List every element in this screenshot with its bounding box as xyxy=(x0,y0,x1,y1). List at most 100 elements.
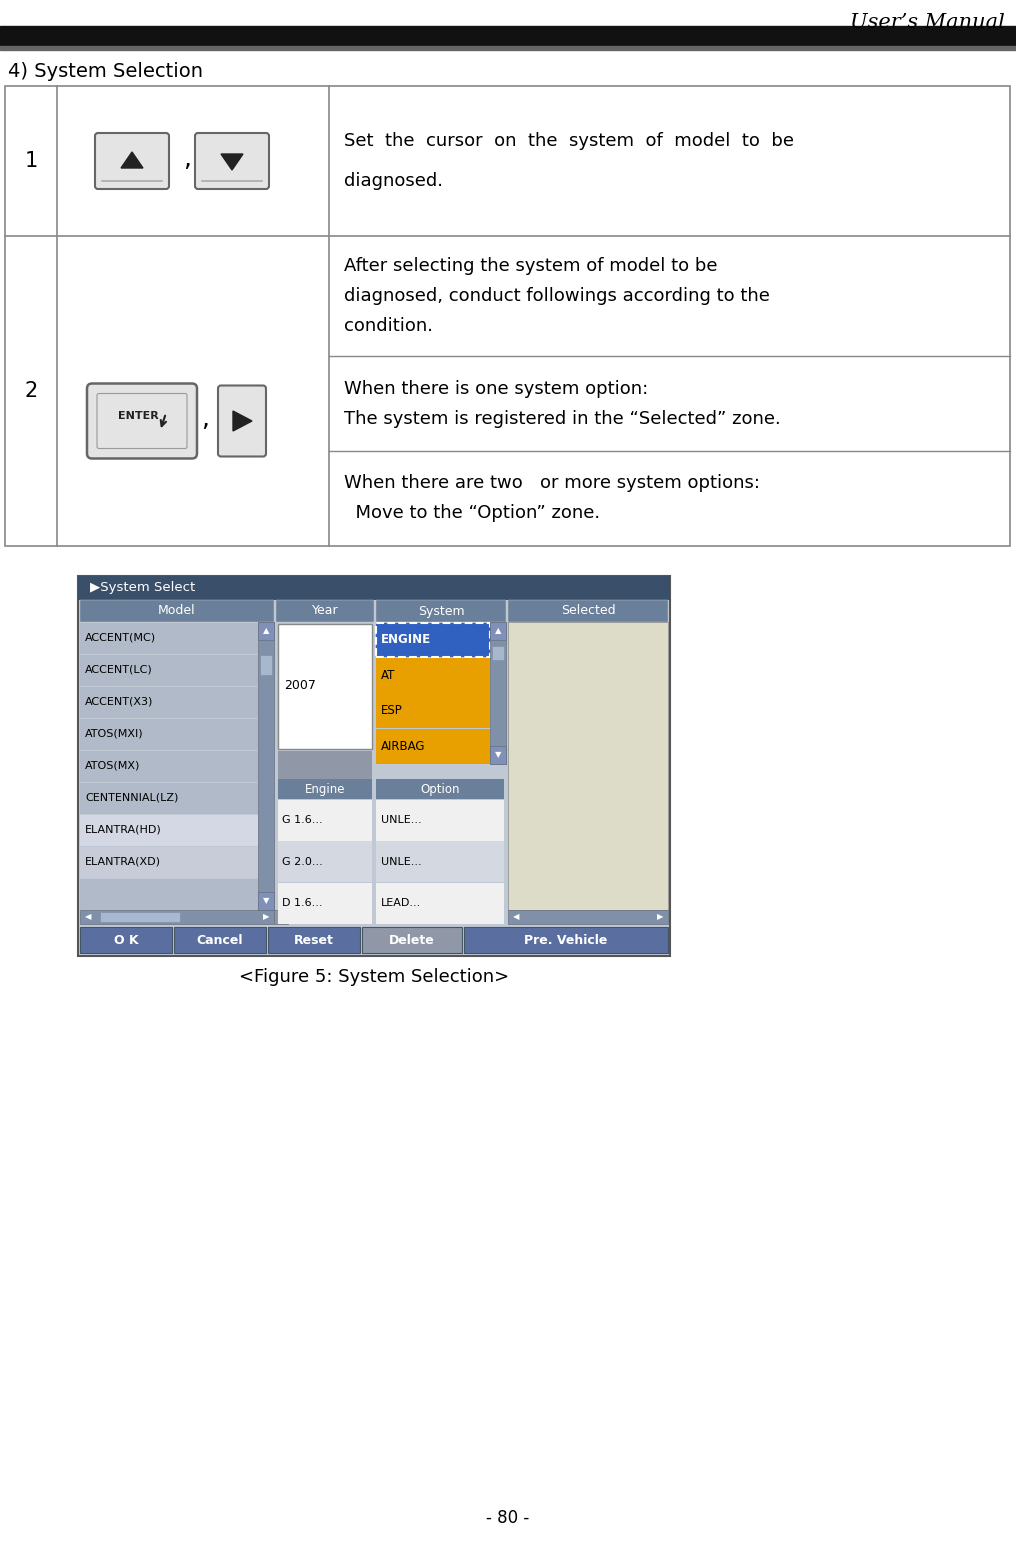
Text: 4) System Selection: 4) System Selection xyxy=(8,62,203,80)
Bar xyxy=(492,646,504,660)
Bar xyxy=(0,26,1016,46)
Text: ◀: ◀ xyxy=(513,912,519,921)
Bar xyxy=(508,600,668,621)
Text: ▼: ▼ xyxy=(495,750,501,759)
FancyBboxPatch shape xyxy=(195,133,269,189)
Polygon shape xyxy=(121,152,143,169)
Bar xyxy=(376,730,490,764)
Text: D 1.6...: D 1.6... xyxy=(282,898,322,908)
Bar xyxy=(80,878,258,911)
Text: G 2.0...: G 2.0... xyxy=(282,856,323,866)
FancyBboxPatch shape xyxy=(96,133,169,189)
Bar xyxy=(80,750,258,782)
Text: ACCENT(MC): ACCENT(MC) xyxy=(85,632,156,643)
Bar xyxy=(258,621,274,911)
Text: AIRBAG: AIRBAG xyxy=(381,739,426,753)
Text: ELANTRA(XD): ELANTRA(XD) xyxy=(85,856,161,867)
Text: ▲: ▲ xyxy=(495,626,501,635)
Bar xyxy=(376,799,504,841)
Text: Set  the  cursor  on  the  system  of  model  to  be: Set the cursor on the system of model to… xyxy=(344,131,793,150)
Text: ▼: ▼ xyxy=(263,897,269,906)
Bar xyxy=(80,911,274,925)
Bar xyxy=(268,928,360,952)
Bar xyxy=(278,751,372,779)
Text: diagnosed.: diagnosed. xyxy=(344,172,443,190)
Text: ◀: ◀ xyxy=(84,912,91,921)
Text: AT: AT xyxy=(381,669,395,682)
Bar xyxy=(80,928,172,952)
Text: 1: 1 xyxy=(24,152,38,172)
Bar xyxy=(0,46,1016,49)
Text: ESP: ESP xyxy=(381,705,402,717)
Bar xyxy=(260,656,272,676)
Bar xyxy=(376,694,490,728)
Text: UNLE...: UNLE... xyxy=(381,815,422,826)
Bar xyxy=(490,745,506,764)
Text: Move to the “Option” zone.: Move to the “Option” zone. xyxy=(344,504,600,523)
Bar xyxy=(274,911,288,925)
Bar xyxy=(490,621,506,640)
Polygon shape xyxy=(221,155,243,170)
Text: The system is registered in the “Selected” zone.: The system is registered in the “Selecte… xyxy=(344,410,780,428)
Text: UNLE...: UNLE... xyxy=(381,856,422,866)
Text: O K: O K xyxy=(114,934,138,946)
Text: ▲: ▲ xyxy=(263,626,269,635)
Text: ,: , xyxy=(201,407,209,431)
Text: LEAD...: LEAD... xyxy=(381,898,422,908)
Bar xyxy=(258,621,274,640)
Text: ATOS(MX): ATOS(MX) xyxy=(85,761,140,771)
Bar xyxy=(78,577,670,955)
Text: G 1.6...: G 1.6... xyxy=(282,815,323,826)
Bar xyxy=(376,841,504,883)
Bar xyxy=(80,686,258,717)
Text: Delete: Delete xyxy=(389,934,435,946)
Bar xyxy=(80,623,258,654)
Text: ENTER: ENTER xyxy=(118,411,158,421)
Text: Selected: Selected xyxy=(561,604,616,617)
Text: <Figure 5: System Selection>: <Figure 5: System Selection> xyxy=(239,968,509,986)
Text: When there are two   or more system options:: When there are two or more system option… xyxy=(344,475,760,493)
Text: After selecting the system of model to be: After selecting the system of model to b… xyxy=(344,257,717,275)
Bar xyxy=(464,928,668,952)
Bar xyxy=(508,911,668,925)
Text: diagnosed, conduct followings according to the: diagnosed, conduct followings according … xyxy=(344,288,770,305)
Text: Engine: Engine xyxy=(305,782,345,796)
Bar xyxy=(376,623,490,657)
Text: 2007: 2007 xyxy=(284,679,316,693)
Bar xyxy=(80,847,258,878)
Polygon shape xyxy=(233,411,252,431)
Text: ▶System Select: ▶System Select xyxy=(90,581,195,595)
Text: User’s Manual: User’s Manual xyxy=(850,12,1005,32)
Text: ▶: ▶ xyxy=(263,912,269,921)
Bar xyxy=(278,625,372,748)
Text: ACCENT(LC): ACCENT(LC) xyxy=(85,665,152,676)
Text: When there is one system option:: When there is one system option: xyxy=(344,379,648,397)
Bar xyxy=(80,782,258,815)
Bar xyxy=(5,87,1010,546)
Text: ELANTRA(HD): ELANTRA(HD) xyxy=(85,826,162,835)
Text: Model: Model xyxy=(158,604,196,617)
FancyBboxPatch shape xyxy=(87,383,197,459)
Bar xyxy=(490,621,506,764)
Bar xyxy=(80,600,274,621)
Text: CENTENNIAL(LZ): CENTENNIAL(LZ) xyxy=(85,793,179,802)
Text: Pre. Vehicle: Pre. Vehicle xyxy=(524,934,608,946)
Bar xyxy=(276,600,374,621)
Bar xyxy=(80,654,258,686)
Bar xyxy=(376,659,490,693)
Bar xyxy=(278,883,372,925)
Bar xyxy=(376,600,506,621)
FancyBboxPatch shape xyxy=(97,394,187,448)
FancyBboxPatch shape xyxy=(218,385,266,456)
Text: - 80 -: - 80 - xyxy=(487,1509,529,1527)
Bar xyxy=(80,719,258,750)
Text: System: System xyxy=(418,604,464,617)
Bar xyxy=(78,577,670,600)
Bar xyxy=(376,883,504,925)
Bar xyxy=(362,928,462,952)
Bar xyxy=(278,799,372,841)
Text: 2: 2 xyxy=(24,380,38,400)
Text: ▶: ▶ xyxy=(656,912,663,921)
Text: Option: Option xyxy=(421,782,460,796)
Bar xyxy=(258,892,274,911)
